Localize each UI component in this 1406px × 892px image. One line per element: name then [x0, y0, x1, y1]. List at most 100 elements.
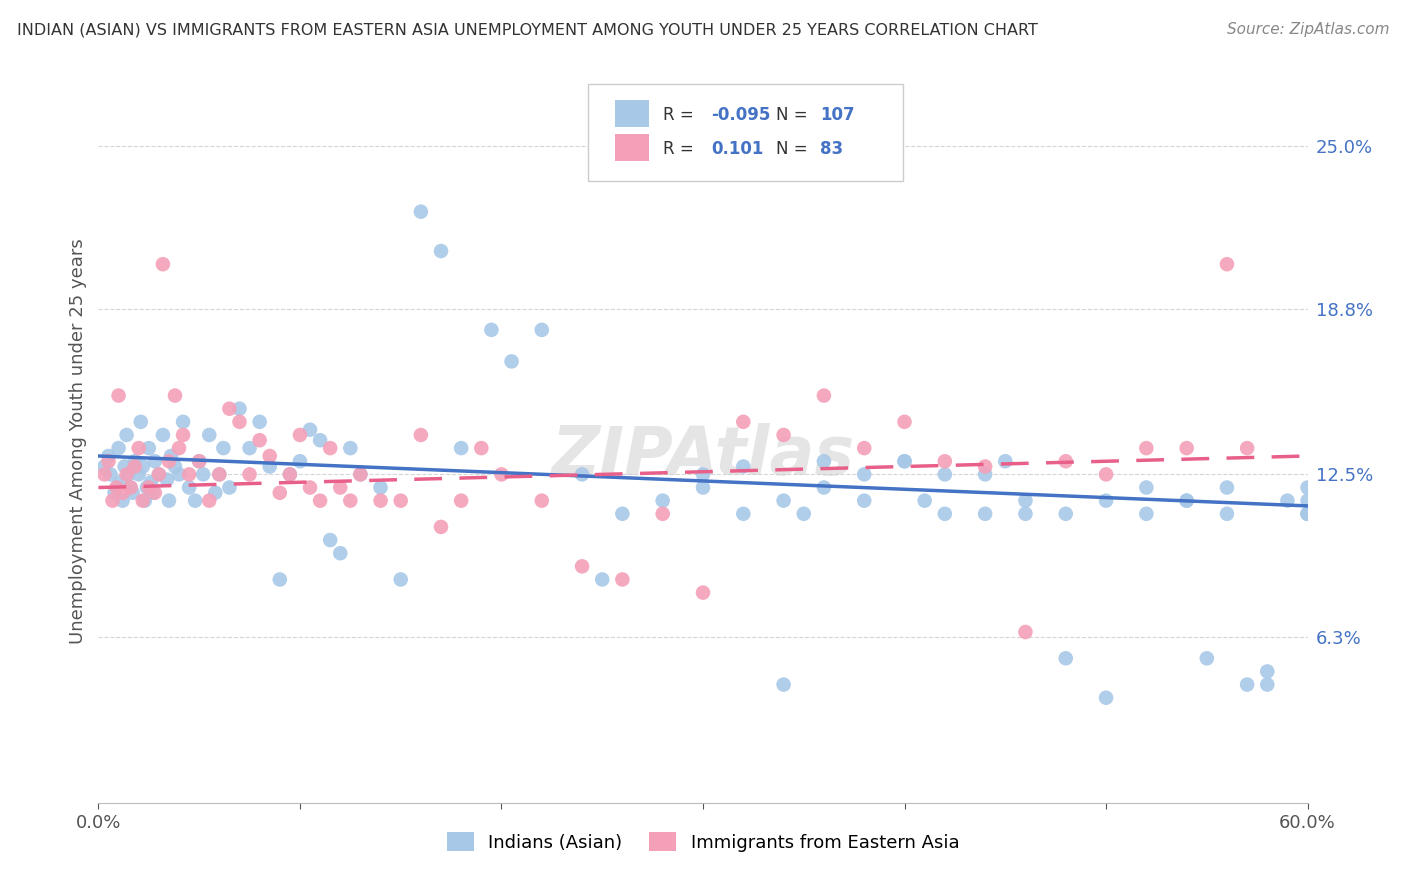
Point — [132, 493, 155, 508]
Point — [934, 467, 956, 482]
Point — [172, 415, 194, 429]
Point — [142, 485, 165, 500]
Point — [1236, 441, 1258, 455]
Point — [1095, 690, 1118, 705]
Point — [530, 323, 553, 337]
Point — [430, 244, 453, 258]
Point — [1296, 507, 1319, 521]
Text: N =: N = — [776, 106, 813, 124]
Point — [259, 459, 281, 474]
Point — [132, 459, 155, 474]
Point — [208, 467, 231, 482]
Point — [115, 467, 138, 482]
Text: -0.095: -0.095 — [711, 106, 770, 124]
Point — [139, 475, 162, 490]
Point — [530, 493, 553, 508]
Point — [129, 415, 152, 429]
Point — [152, 428, 174, 442]
Point — [278, 467, 301, 482]
Point — [389, 493, 412, 508]
Point — [212, 441, 235, 455]
Point — [160, 449, 183, 463]
FancyBboxPatch shape — [614, 134, 648, 161]
Point — [994, 454, 1017, 468]
Point — [813, 481, 835, 495]
Point — [1175, 493, 1198, 508]
Point — [329, 546, 352, 560]
Point — [571, 467, 593, 482]
Point — [1054, 651, 1077, 665]
Point — [1135, 441, 1157, 455]
Point — [329, 481, 352, 495]
Point — [591, 573, 613, 587]
Point — [1175, 441, 1198, 455]
Point — [349, 467, 371, 482]
Point — [179, 481, 201, 495]
Point — [134, 493, 156, 508]
Point — [1216, 507, 1239, 521]
Point — [612, 573, 634, 587]
Point — [309, 493, 332, 508]
Point — [228, 401, 250, 416]
FancyBboxPatch shape — [614, 100, 648, 128]
Point — [249, 415, 271, 429]
Point — [179, 467, 201, 482]
Point — [692, 481, 714, 495]
Point — [974, 507, 997, 521]
Text: N =: N = — [776, 140, 813, 158]
Point — [167, 467, 190, 482]
Point — [692, 467, 714, 482]
Point — [1135, 507, 1157, 521]
Point — [120, 481, 142, 495]
Point — [204, 485, 226, 500]
Point — [1256, 665, 1278, 679]
Point — [114, 459, 136, 474]
Point — [1014, 493, 1036, 508]
Point — [793, 507, 815, 521]
Point — [893, 454, 915, 468]
Point — [1216, 481, 1239, 495]
Point — [470, 441, 492, 455]
Point — [1054, 454, 1077, 468]
Point — [1296, 507, 1319, 521]
Point — [1216, 257, 1239, 271]
Point — [188, 454, 211, 468]
Point — [118, 467, 141, 482]
Point — [893, 415, 915, 429]
Point — [163, 388, 186, 402]
Point — [143, 454, 166, 468]
Point — [450, 441, 472, 455]
Point — [218, 401, 240, 416]
Point — [349, 467, 371, 482]
Point — [288, 454, 311, 468]
Point — [299, 481, 322, 495]
Point — [97, 449, 120, 463]
FancyBboxPatch shape — [588, 84, 903, 181]
Text: R =: R = — [664, 106, 699, 124]
Point — [188, 454, 211, 468]
Point — [124, 454, 146, 468]
Text: Source: ZipAtlas.com: Source: ZipAtlas.com — [1226, 22, 1389, 37]
Text: ZIPAtlas: ZIPAtlas — [551, 423, 855, 489]
Point — [107, 388, 129, 402]
Point — [772, 677, 794, 691]
Point — [319, 441, 342, 455]
Point — [128, 467, 150, 482]
Point — [239, 441, 262, 455]
Point — [100, 467, 122, 482]
Text: R =: R = — [664, 140, 699, 158]
Point — [148, 467, 170, 482]
Point — [370, 493, 392, 508]
Point — [163, 459, 186, 474]
Y-axis label: Unemployment Among Youth under 25 years: Unemployment Among Youth under 25 years — [69, 239, 87, 644]
Point — [157, 493, 180, 508]
Point — [193, 467, 215, 482]
Text: INDIAN (ASIAN) VS IMMIGRANTS FROM EASTERN ASIA UNEMPLOYMENT AMONG YOUTH UNDER 25: INDIAN (ASIAN) VS IMMIGRANTS FROM EASTER… — [17, 22, 1038, 37]
Point — [651, 493, 673, 508]
Point — [105, 481, 128, 495]
Point — [319, 533, 342, 547]
Point — [853, 467, 876, 482]
Point — [135, 481, 157, 495]
Point — [491, 467, 513, 482]
Point — [1296, 507, 1319, 521]
